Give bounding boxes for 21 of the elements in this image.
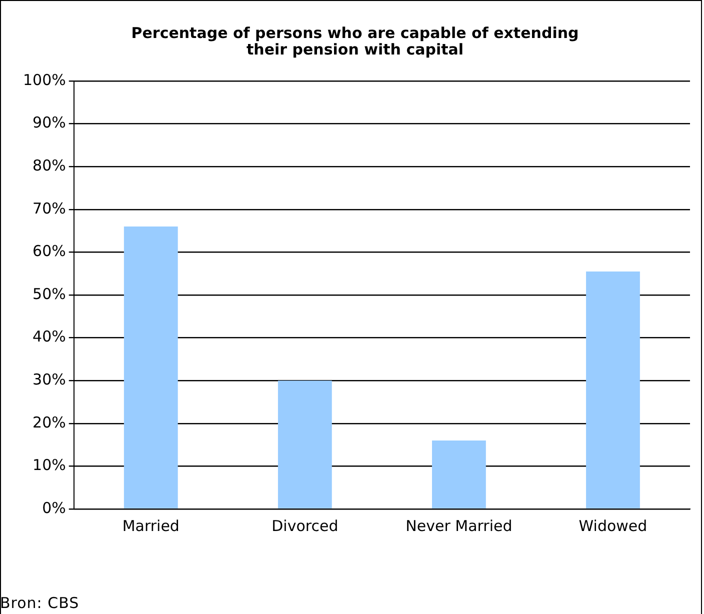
y-tick-label: 80% <box>32 156 66 174</box>
y-tick-label: 90% <box>32 114 66 132</box>
bar <box>586 271 640 508</box>
x-tick-label: Divorced <box>272 516 338 535</box>
bar <box>278 380 332 508</box>
y-tick-label: 0% <box>42 498 66 517</box>
bar <box>432 440 486 508</box>
y-tick-label: 50% <box>32 284 66 303</box>
x-tick-label: Never Married <box>406 516 512 535</box>
y-tick-label: 20% <box>32 413 66 432</box>
text: Bron: CBS <box>0 594 80 612</box>
x-tick-label: Widowed <box>578 516 648 535</box>
y-tick-label: 100% <box>22 70 66 89</box>
x-tick-label: Married <box>122 516 180 535</box>
y-tick-label: 70% <box>32 199 66 218</box>
y-tick-label: 40% <box>32 328 66 346</box>
chart-title: Percentage of persons who are capable of extending their pension with capital <box>131 24 579 59</box>
y-tick-label: 30% <box>32 370 66 388</box>
bar <box>124 226 178 508</box>
y-tick-label: 60% <box>32 242 66 260</box>
y-tick-label: 10% <box>32 456 66 474</box>
